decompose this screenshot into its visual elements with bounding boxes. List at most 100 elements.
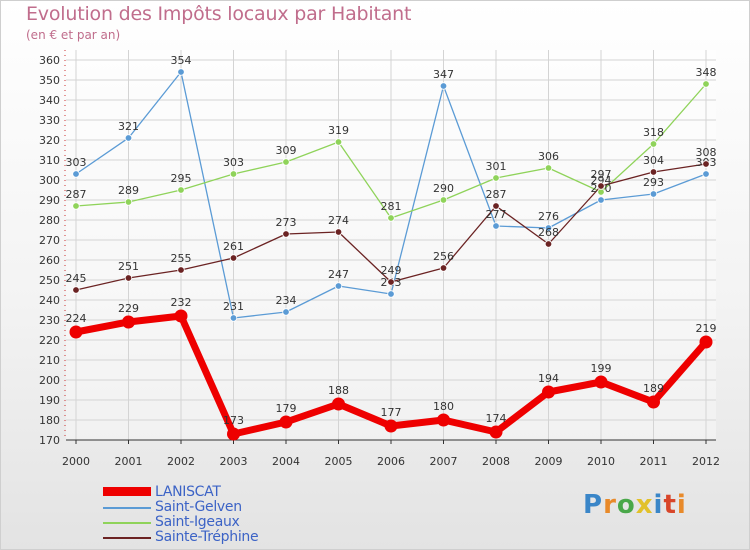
data-point	[387, 278, 395, 286]
data-label: 301	[486, 160, 507, 173]
data-label: 224	[66, 312, 87, 325]
x-tick-label: 2001	[115, 455, 143, 468]
data-point	[122, 315, 135, 329]
data-point	[72, 202, 80, 210]
data-label: 348	[696, 66, 717, 79]
data-label: 295	[171, 172, 192, 185]
legend-label-saint-gelven: Saint-Gelven	[155, 499, 242, 515]
data-point	[702, 170, 710, 178]
data-point	[439, 264, 448, 272]
legend-swatch-saint-gelven	[103, 507, 151, 509]
y-tick-label: 270	[39, 234, 60, 247]
legend-label-sainte-trephine: Sainte-Tréphine	[155, 529, 259, 545]
y-tick-label: 260	[39, 254, 60, 267]
data-point	[229, 170, 238, 178]
data-point	[282, 230, 290, 238]
x-tick-label: 2008	[482, 455, 510, 468]
data-point	[544, 164, 553, 172]
data-point	[282, 158, 290, 166]
data-label: 287	[486, 188, 507, 201]
y-tick-label: 320	[39, 134, 60, 147]
logo-letter: i	[676, 490, 687, 520]
data-point	[437, 413, 450, 427]
data-point	[282, 308, 290, 316]
data-point	[124, 274, 133, 282]
data-point	[227, 427, 240, 441]
data-point	[649, 140, 658, 148]
data-label: 293	[643, 176, 664, 189]
data-point	[177, 186, 185, 194]
legend-swatch-saint-igeaux	[103, 522, 151, 524]
x-tick-label: 2005	[325, 455, 353, 468]
data-label: 273	[276, 216, 297, 229]
x-tick-label: 2011	[640, 455, 668, 468]
data-label: 251	[118, 260, 139, 273]
data-point	[332, 397, 345, 411]
data-label: 308	[696, 146, 717, 159]
data-label: 234	[276, 294, 297, 307]
data-label: 309	[276, 144, 297, 157]
y-tick-label: 200	[39, 374, 60, 387]
logo-letter: x	[635, 490, 654, 520]
data-label: 219	[696, 322, 717, 335]
logo-letter: i	[653, 490, 664, 520]
data-label: 303	[66, 156, 87, 169]
data-label: 297	[591, 168, 612, 181]
y-tick-label: 290	[39, 194, 60, 207]
logo-letter: r	[603, 490, 617, 520]
data-label: 232	[171, 296, 192, 309]
data-label: 256	[433, 250, 454, 263]
data-point	[174, 309, 188, 323]
data-label: 319	[328, 124, 349, 137]
data-label: 179	[276, 402, 297, 415]
data-point	[387, 214, 395, 222]
data-label: 255	[171, 252, 192, 265]
y-tick-label: 300	[39, 174, 60, 187]
data-point	[229, 254, 238, 262]
data-label: 306	[538, 150, 559, 163]
legend-label-laniscat: LANISCAT	[155, 484, 221, 500]
data-label: 194	[538, 372, 559, 385]
data-label: 303	[223, 156, 244, 169]
data-point	[124, 198, 133, 206]
data-label: 249	[381, 264, 402, 277]
data-label: 318	[643, 126, 664, 139]
x-tick-label: 2006	[377, 455, 405, 468]
data-point	[492, 202, 500, 210]
data-point	[124, 134, 133, 142]
x-tick-label: 2007	[430, 455, 458, 468]
data-point	[72, 286, 80, 294]
x-tick-label: 2004	[272, 455, 300, 468]
data-point	[597, 182, 605, 190]
data-point	[597, 196, 605, 204]
y-tick-label: 310	[39, 154, 60, 167]
data-point	[702, 80, 710, 88]
y-tick-label: 330	[39, 114, 60, 127]
legend-swatch-sainte-trephine	[103, 537, 151, 539]
data-label: 290	[433, 182, 454, 195]
data-point	[699, 335, 713, 349]
y-tick-label: 190	[39, 394, 60, 407]
data-point	[229, 314, 238, 322]
legend-swatch-laniscat	[103, 487, 151, 496]
data-point	[492, 222, 500, 230]
y-tick-label: 350	[39, 74, 60, 87]
data-point	[439, 196, 448, 204]
y-tick-label: 210	[39, 354, 60, 367]
data-label: 294	[591, 174, 612, 187]
data-label: 289	[118, 184, 139, 197]
data-point	[177, 68, 185, 76]
data-point	[279, 415, 293, 429]
data-label: 281	[381, 200, 402, 213]
data-label: 304	[643, 154, 664, 167]
data-label: 177	[381, 406, 402, 419]
data-label: 229	[118, 302, 139, 315]
data-point	[384, 419, 398, 433]
x-tick-label: 2000	[62, 455, 90, 468]
y-tick-label: 180	[39, 414, 60, 427]
data-label: 261	[223, 240, 244, 253]
data-point	[387, 290, 395, 298]
x-tick-label: 2012	[692, 455, 720, 468]
